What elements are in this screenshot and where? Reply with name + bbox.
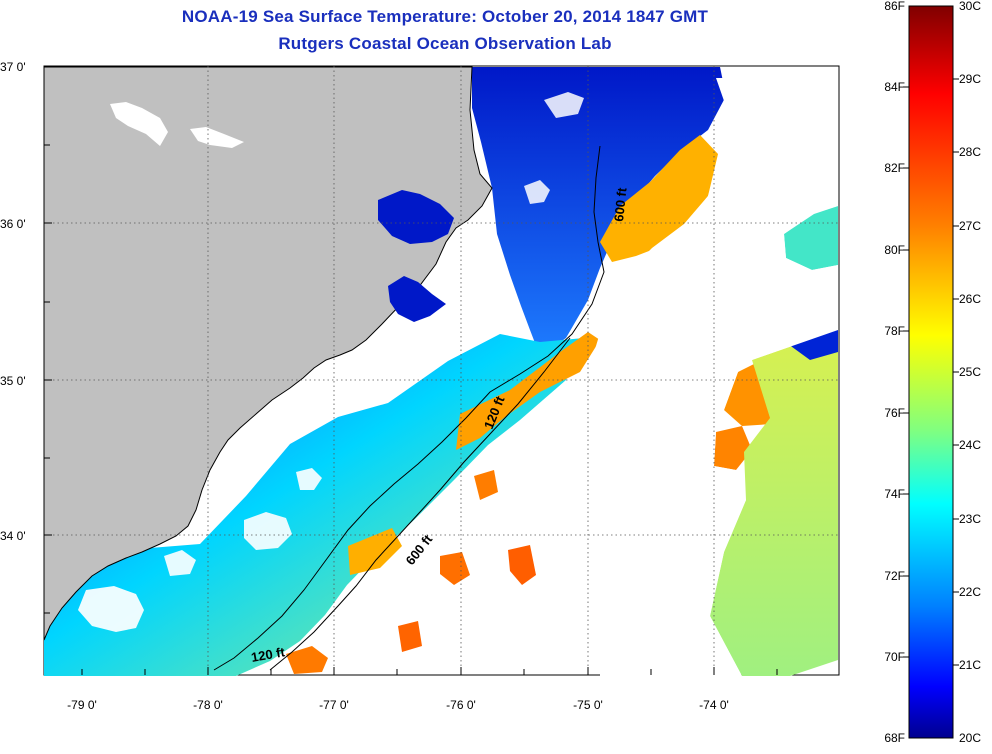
colorbar-f-76: 76F (884, 406, 905, 420)
colorbar-c-25: 25C (959, 365, 981, 379)
colorbar-c-24: 24C (959, 438, 981, 452)
longitude-labels: -79 0' -78 0' -77 0' -76 0' -75 0' -74 0… (67, 698, 729, 712)
lat-label-36: 36 0' (0, 217, 26, 231)
graticule-grid (44, 66, 839, 675)
colorbar-c-23: 23C (959, 512, 981, 526)
isobath-contours (213, 145, 605, 671)
sst-field-nearshore-gradient (44, 334, 584, 676)
fahrenheit-labels: 86F 84F 82F 80F 78F 76F 74F 72F 70F 68F (884, 0, 905, 745)
isobath-label-120-south: 120 ft (250, 644, 287, 665)
colorbar-c-29: 29C (959, 72, 981, 86)
colorbar-f-72: 72F (884, 569, 905, 583)
map-subtitle: Rutgers Coastal Ocean Observation Lab (278, 34, 612, 53)
celsius-labels: 30C 29C 28C 27C 26C 25C 24C 23C 22C 21C … (959, 0, 981, 745)
lon-label-75: -75 0' (573, 698, 603, 712)
lon-label-78: -78 0' (193, 698, 223, 712)
lon-label-79: -79 0' (67, 698, 97, 712)
colorbar-c-22: 22C (959, 585, 981, 599)
colorbar-f-80: 80F (884, 243, 905, 257)
latitude-labels: 37 0' 36 0' 35 0' 34 0' (0, 60, 26, 543)
colorbar-c-28: 28C (959, 145, 981, 159)
colorbar-c-26: 26C (959, 292, 981, 306)
lat-label-37: 37 0' (0, 60, 26, 74)
lat-label-35: 35 0' (0, 374, 26, 388)
lon-label-74: -74 0' (699, 698, 729, 712)
colorbar-f-74: 74F (884, 487, 905, 501)
colorbar-c-21: 21C (959, 658, 981, 672)
isobath-label-600-north: 600 ft (611, 186, 630, 222)
colorbar-swatch (908, 5, 954, 739)
colorbar-c-27: 27C (959, 219, 981, 233)
colorbar-f-84: 84F (884, 80, 905, 94)
sst-field-northern-blue (472, 67, 726, 356)
cloud-mask (78, 78, 838, 676)
colorbar-c-20: 20C (959, 731, 981, 745)
land-mass (43, 66, 493, 641)
lon-label-76: -76 0' (446, 698, 476, 712)
colorbar-f-68: 68F (884, 731, 905, 745)
colorbar-f-78: 78F (884, 324, 905, 338)
axis-ticks (44, 65, 778, 675)
colorbar-f-86: 86F (884, 0, 905, 13)
colorbar-ticks (903, 78, 959, 666)
map-title: NOAA-19 Sea Surface Temperature: October… (181, 7, 709, 26)
lon-label-77: -77 0' (319, 698, 349, 712)
colorbar-f-82: 82F (884, 161, 905, 175)
colorbar-f-70: 70F (884, 650, 905, 664)
lat-label-34: 34 0' (0, 529, 26, 543)
colorbar-c-30: 30C (959, 0, 981, 13)
